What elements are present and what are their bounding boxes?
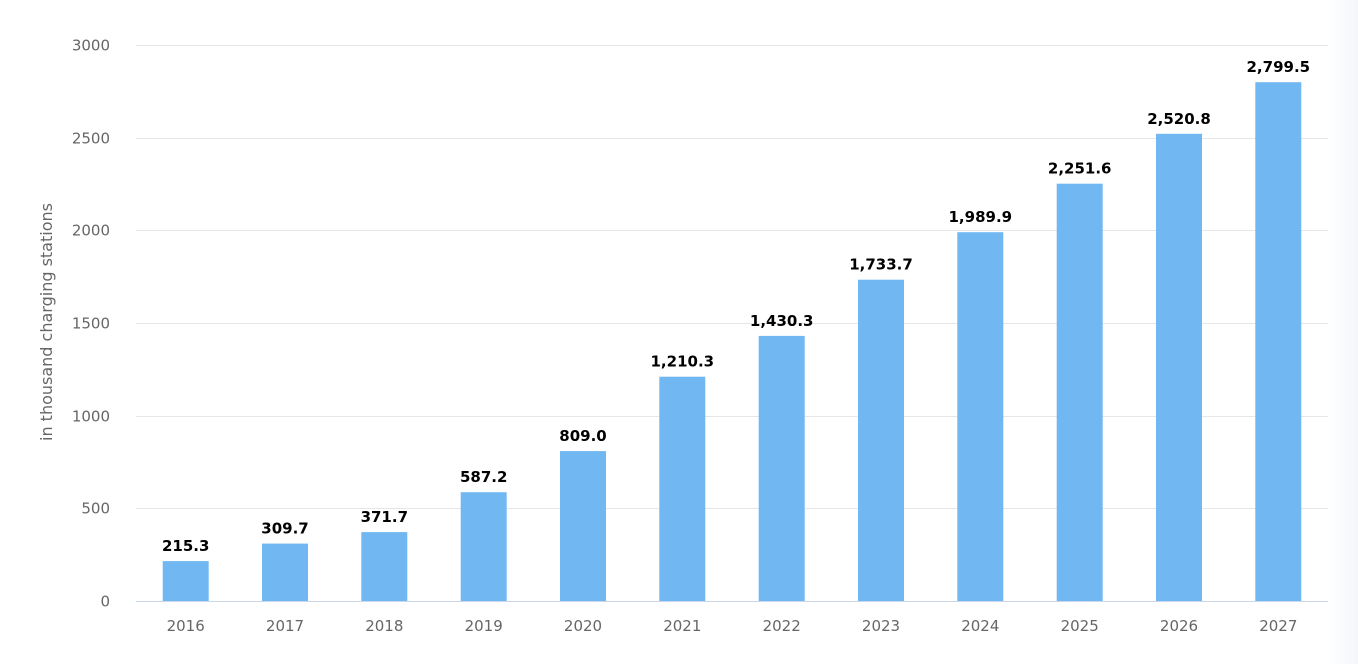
data-label-2017: 309.7 xyxy=(261,520,308,538)
y-tick-label: 3000 xyxy=(72,37,110,55)
bars xyxy=(162,82,1302,602)
y-tick-label: 0 xyxy=(100,593,110,611)
data-label-2019: 587.2 xyxy=(460,468,507,486)
x-tick-label-2021: 2021 xyxy=(663,617,701,635)
bar-2017[interactable] xyxy=(262,543,308,601)
y-tick-label: 2500 xyxy=(72,130,110,148)
y-tick-label: 500 xyxy=(81,500,110,518)
y-tick-label: 2000 xyxy=(72,222,110,240)
x-tick-label-2026: 2026 xyxy=(1160,617,1198,635)
data-label-2018: 371.7 xyxy=(361,508,408,526)
x-tick-label-2027: 2027 xyxy=(1259,617,1297,635)
data-label-2023: 1,733.7 xyxy=(849,256,913,274)
data-label-2024: 1,989.9 xyxy=(949,208,1013,226)
bar-2018[interactable] xyxy=(361,532,408,601)
y-axis-label: in thousand charging stations xyxy=(37,203,56,441)
bar-2027[interactable] xyxy=(1255,82,1302,601)
y-axis-ticks: 0 500 1000 1500 2000 2500 3000 xyxy=(72,37,110,611)
x-tick-label-2022: 2022 xyxy=(763,617,801,635)
x-tick-label-2020: 2020 xyxy=(564,617,602,635)
data-label-2016: 215.3 xyxy=(162,537,209,555)
bar-2016[interactable] xyxy=(162,561,209,601)
bar-2019[interactable] xyxy=(460,492,507,601)
bar-2021[interactable] xyxy=(659,376,706,601)
data-label-2027: 2,799.5 xyxy=(1247,58,1311,76)
x-tick-label-2023: 2023 xyxy=(862,617,900,635)
x-tick-label-2017: 2017 xyxy=(266,617,304,635)
x-tick-label-2019: 2019 xyxy=(465,617,503,635)
data-label-2021: 1,210.3 xyxy=(651,353,715,371)
data-label-2020: 809.0 xyxy=(559,427,606,445)
bar-2025[interactable] xyxy=(1056,183,1103,601)
bar-2020[interactable] xyxy=(560,451,606,601)
data-label-2026: 2,520.8 xyxy=(1147,110,1211,128)
bar-2022[interactable] xyxy=(758,335,805,601)
bar-2023[interactable] xyxy=(858,279,904,601)
gridlines xyxy=(136,45,1328,509)
data-labels: 215.3 309.7 371.7 587.2 809.0 1,210.3 1,430.3 1… xyxy=(162,58,1310,555)
bar-2024[interactable] xyxy=(957,232,1004,601)
x-tick-label-2025: 2025 xyxy=(1061,617,1099,635)
y-tick-label: 1500 xyxy=(72,315,110,333)
x-tick-label-2024: 2024 xyxy=(961,617,999,635)
scroll-edge-shade xyxy=(1328,0,1358,664)
bar-2026[interactable] xyxy=(1156,133,1202,602)
data-label-2022: 1,430.3 xyxy=(750,312,814,330)
y-tick-label: 1000 xyxy=(72,408,110,426)
x-tick-label-2016: 2016 xyxy=(167,617,205,635)
x-axis-ticks: 2016 2017 2018 2019 2020 2021 2022 2023 2024 2025… xyxy=(167,617,1298,635)
x-tick-label-2018: 2018 xyxy=(365,617,403,635)
data-label-2025: 2,251.6 xyxy=(1048,160,1112,178)
